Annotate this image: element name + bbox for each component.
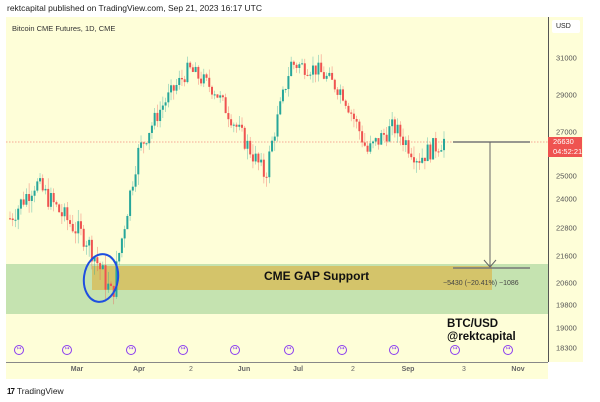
cme-gap-zone (92, 266, 492, 290)
price-axis[interactable] (548, 17, 583, 362)
event-icon[interactable]: ↣ (14, 345, 24, 355)
y-tick: 31000 (556, 53, 577, 63)
time-axis[interactable] (6, 362, 548, 379)
y-tick: 21600 (556, 251, 577, 261)
x-tick: Sep (401, 366, 415, 373)
y-tick: 27000 (556, 127, 577, 137)
y-tick: 19800 (556, 300, 577, 310)
y-tick: 18300 (556, 343, 577, 353)
x-tick: Apr (132, 366, 146, 373)
watermark: BTC/USD @rektcapital (447, 318, 516, 344)
event-icon[interactable]: ↣ (337, 345, 347, 355)
tradingview-logo[interactable]: 17 TradingView (7, 386, 64, 396)
cme-gap-label: CME GAP Support (264, 269, 370, 283)
event-icon[interactable]: ↣ (284, 345, 294, 355)
x-tick: 2 (189, 366, 193, 373)
highlight-circle (82, 253, 120, 303)
currency-button[interactable]: USD (552, 20, 580, 33)
event-icon[interactable]: ↣ (230, 345, 240, 355)
event-icon[interactable]: ↣ (126, 345, 136, 355)
measure-readout: −5430 (−20.41%) −1086 (443, 280, 519, 287)
candles (9, 54, 445, 305)
symbol-title: Bitcoin CME Futures, 1D, CME (12, 24, 116, 33)
event-icon[interactable]: ↣ (389, 345, 399, 355)
current-price-value: 26630 (553, 137, 574, 146)
y-tick: 24000 (556, 194, 577, 204)
candlestick-plot[interactable] (6, 17, 548, 362)
tradingview-brand: TradingView (16, 386, 64, 396)
y-tick: 19000 (556, 323, 577, 333)
x-tick: Jul (292, 366, 304, 373)
x-tick: 3 (462, 366, 466, 373)
y-tick: 29000 (556, 90, 577, 100)
event-icon[interactable]: ↣ (450, 345, 460, 355)
y-tick: 20600 (556, 278, 577, 288)
x-tick: Nov (511, 366, 525, 373)
y-tick: 22800 (556, 223, 577, 233)
event-icon[interactable]: ↣ (62, 345, 72, 355)
event-icon[interactable]: ↣ (178, 345, 188, 355)
current-price-label: 26630 04:52:21 (548, 137, 582, 157)
x-tick: Mar (70, 366, 84, 373)
watermark-handle: @rektcapital (447, 331, 516, 343)
measure-arrow-icon (483, 259, 497, 268)
x-tick: Jun (237, 366, 251, 373)
event-icon[interactable]: ↣ (503, 345, 513, 355)
y-tick: 25000 (556, 171, 577, 181)
published-by-line: rektcapital published on TradingView.com… (7, 3, 262, 13)
bar-countdown: 04:52:21 (553, 146, 583, 156)
x-tick: 2 (351, 366, 355, 373)
tradingview-logo-icon: 17 (7, 386, 15, 396)
watermark-pair: BTC/USD (447, 318, 499, 330)
